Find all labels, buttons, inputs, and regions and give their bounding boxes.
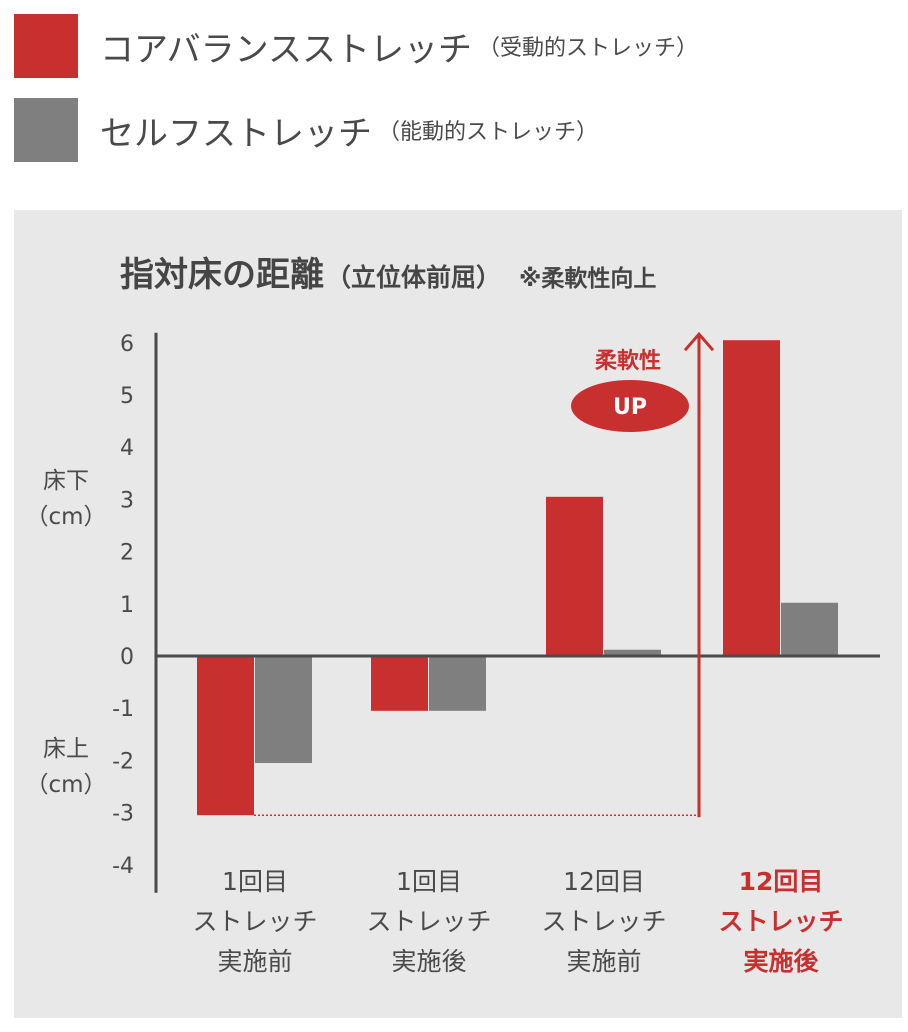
category-label: 1回目 [396, 867, 462, 896]
category-label: ストレッチ [192, 907, 317, 936]
category-label: 実施前 [566, 947, 641, 976]
annotation-badge-text: UP [613, 395, 647, 420]
category-label: 12回目 [739, 867, 824, 896]
legend-item-self-stretch: セルフストレッチ （能動的ストレッチ） [14, 98, 598, 162]
annotation-badge [571, 380, 689, 432]
y-tick-label: 6 [120, 332, 134, 357]
bar-self-stretch [429, 656, 486, 711]
category-label: 実施後 [391, 947, 466, 976]
legend-swatch-red [14, 14, 78, 78]
y-tick-label: 2 [120, 541, 134, 566]
chart-title: 指対床の距離 [120, 255, 324, 295]
y-tick-label: 0 [120, 645, 134, 670]
y-tick-label: -1 [112, 697, 134, 722]
legend-label: コアバランスストレッチ [100, 29, 472, 70]
category-label: ストレッチ [718, 907, 843, 936]
y-axis-label-below-floor: 床下 [43, 468, 89, 494]
up-arrow-head [683, 331, 715, 352]
legend-sublabel: （能動的ストレッチ） [378, 120, 599, 145]
y-tick-label: 4 [120, 436, 134, 461]
category-label: ストレッチ [541, 907, 666, 936]
y-axis-label-above-floor: （cm） [25, 772, 106, 798]
y-tick-label: -4 [112, 854, 134, 879]
category-label: 実施後 [743, 947, 819, 976]
bar-core-balance [197, 656, 254, 816]
y-axis-label-below-floor: （cm） [25, 504, 106, 530]
annotation-label: 柔軟性 [595, 348, 661, 374]
y-tick-label: 1 [120, 593, 134, 618]
y-tick-label: 5 [120, 384, 134, 409]
y-tick-label: -2 [112, 749, 134, 774]
bar-self-stretch [604, 649, 661, 656]
legend-swatch-gray [14, 98, 78, 162]
bar-core-balance [723, 340, 780, 656]
legend-sublabel: （受動的ストレッチ） [477, 36, 698, 61]
bar-self-stretch [781, 602, 838, 656]
category-label: ストレッチ [366, 907, 491, 936]
legend-label: セルフストレッチ [100, 113, 372, 154]
category-label: 1回目 [222, 867, 288, 896]
y-axis-label-above-floor: 床上 [43, 736, 89, 762]
chart-subtitle: （立位体前屈） [326, 263, 501, 292]
y-tick-label: -3 [112, 802, 134, 827]
bar-core-balance [546, 496, 603, 656]
bar-chart: 指対床の距離（立位体前屈） ※柔軟性向上 床下 （cm） 床上 （cm） 6 5 4 3 2 1 0… [25, 255, 880, 976]
category-label: 実施前 [217, 947, 292, 976]
bar-core-balance [371, 656, 428, 711]
bar-self-stretch [255, 656, 312, 764]
legend-item-core-balance: コアバランスストレッチ （受動的ストレッチ） [14, 14, 698, 78]
y-tick-label: 3 [120, 488, 134, 513]
category-label: 12回目 [563, 867, 645, 896]
chart-panel: 指対床の距離（立位体前屈） ※柔軟性向上 床下 （cm） 床上 （cm） 6 5 4 3 2 1 0… [14, 210, 902, 1018]
chart-title-line: 指対床の距離（立位体前屈） ※柔軟性向上 [120, 255, 656, 295]
chart-note: ※柔軟性向上 [519, 265, 656, 292]
